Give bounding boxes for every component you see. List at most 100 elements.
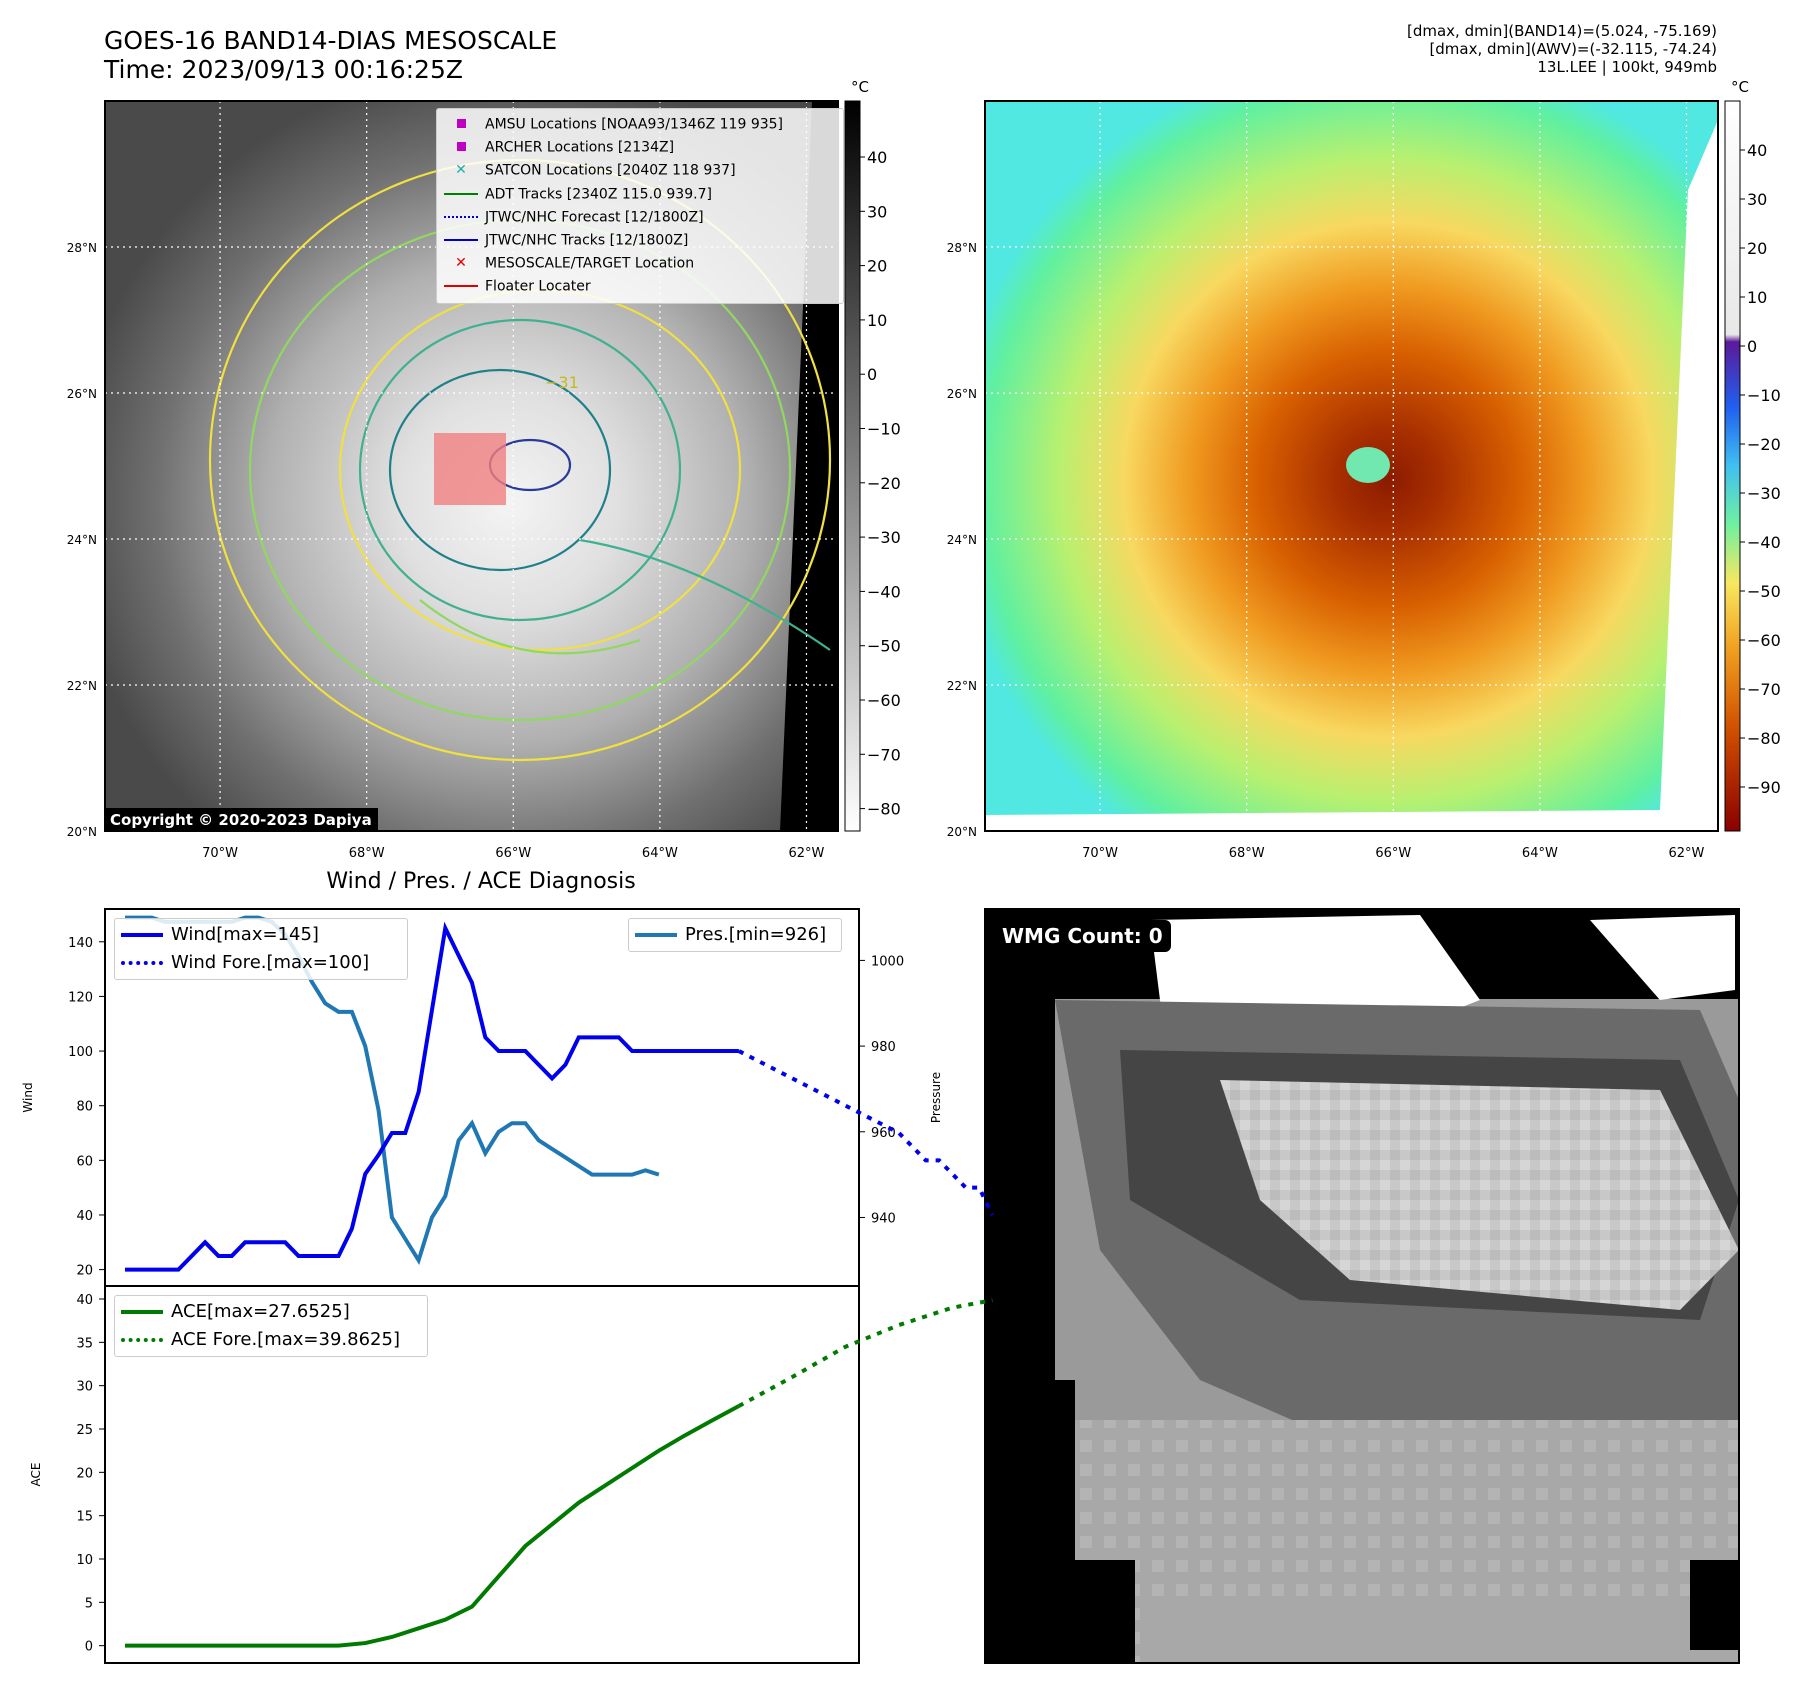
- map-legend-item: ✕ SATCON Locations [2040Z 118 937]: [443, 159, 837, 182]
- ace-legend: ACE[max=27.6525] ACE Fore.[max=39.8625]: [114, 1295, 428, 1357]
- colorbar-tick-label: −90: [1747, 778, 1781, 797]
- y-tick-label: 120: [68, 990, 93, 1005]
- y-tick-label: 25: [76, 1423, 93, 1438]
- colorbar-unit: °C: [1731, 78, 1749, 96]
- y-tick-label: 20: [76, 1264, 93, 1279]
- map1-lat-label: 26°N: [67, 387, 97, 401]
- map-legend-label: ADT Tracks [2340Z 115.0 939.7]: [485, 186, 712, 203]
- map2-lat-label: 20°N: [947, 825, 977, 839]
- colorbar-tick-label: −80: [867, 800, 901, 819]
- map-legend-label: MESOSCALE/TARGET Location: [485, 255, 695, 272]
- colorbar-tick-label: 40: [867, 148, 887, 167]
- legend-marker-icon: [443, 275, 479, 298]
- y-axis-label: Pressure: [929, 1072, 943, 1123]
- map2-lat-label: 28°N: [947, 241, 977, 255]
- y-tick-label: 40: [76, 1293, 93, 1308]
- map2-lat-label: 26°N: [947, 387, 977, 401]
- title-line-2: Time: 2023/09/13 00:16:25Z: [104, 55, 463, 84]
- map2-lon-label: 68°W: [1229, 846, 1265, 861]
- map1-lat-label: 20°N: [67, 825, 97, 839]
- map-legend-item: JTWC/NHC Forecast [12/1800Z]: [443, 206, 837, 229]
- y-tick-label: 40: [76, 1209, 93, 1224]
- map-legend-item: Floater Locater: [443, 275, 837, 298]
- figure-title: GOES-16 BAND14-DIAS MESOSCALE Time: 2023…: [104, 26, 557, 84]
- map-legend-label: AMSU Locations [NOAA93/1346Z 119 935]: [485, 116, 784, 133]
- legend-marker-icon: [443, 113, 479, 136]
- map-legend-item: ADT Tracks [2340Z 115.0 939.7]: [443, 183, 837, 206]
- wind-forecast-line: [737, 1049, 995, 1216]
- info-line-1: [dmax, dmin](BAND14)=(5.024, -75.169): [1406, 22, 1717, 40]
- y-tick-label: 80: [76, 1100, 93, 1115]
- map1-lon-label: 62°W: [789, 846, 825, 861]
- legend-marker-icon: [443, 206, 479, 229]
- intensity-info: [dmax, dmin](BAND14)=(5.024, -75.169) [d…: [1407, 22, 1717, 76]
- colorbar-tick-label: 10: [867, 311, 887, 330]
- map2-lon-label: 70°W: [1082, 846, 1118, 861]
- color-colorbar: °C 40 30 20 10 0 −10 −20 −30 −40 −50 −60 −70 −80 −90: [1724, 78, 1781, 832]
- ace-line: [125, 1404, 740, 1648]
- title-line-1: GOES-16 BAND14-DIAS MESOSCALE: [104, 26, 558, 55]
- ace-fore-legend-item: ACE Fore.[max=39.8625]: [121, 1326, 421, 1354]
- map2-lat-label: 22°N: [947, 679, 977, 693]
- colorbar-tick-label: 40: [1747, 141, 1767, 160]
- legend-marker-icon: [443, 136, 479, 159]
- wmg-panel: [984, 908, 1740, 1664]
- y-tick-label: 35: [76, 1336, 93, 1351]
- colorbar-tick-label: −80: [1747, 729, 1781, 748]
- legend-marker-icon: [443, 183, 479, 206]
- map2-lat-label: 24°N: [947, 533, 977, 547]
- y-axis-label: ACE: [29, 1463, 43, 1487]
- y-tick-label: 0: [85, 1640, 93, 1655]
- legend-marker-icon: ✕: [455, 162, 467, 179]
- map-legend-label: JTWC/NHC Forecast [12/1800Z]: [485, 209, 704, 226]
- colorbar-tick-label: 20: [1747, 239, 1767, 258]
- y2-tick-label: 940: [871, 1211, 896, 1226]
- map1-lon-label: 64°W: [642, 846, 678, 861]
- colorbar-tick-label: −20: [1747, 435, 1781, 454]
- wind-line: [125, 921, 739, 1272]
- info-line-2: [dmax, dmin](AWV)=(-32.115, -74.24): [1429, 40, 1717, 58]
- ace-legend-item: ACE[max=27.6525]: [121, 1298, 421, 1326]
- colorbar-unit: °C: [851, 78, 869, 96]
- map-legend: AMSU Locations [NOAA93/1346Z 119 935] ARC…: [436, 108, 844, 304]
- y-tick-label: 5: [85, 1596, 93, 1611]
- ace-chart: 0 5 10 15 20 25 30 35 40 ACE: [29, 1285, 993, 1664]
- colorbar-tick-label: −50: [1747, 582, 1781, 601]
- wind-legend-item: Wind[max=145]: [121, 921, 401, 949]
- colorbar-tick-label: −30: [867, 528, 901, 547]
- map-legend-item: AMSU Locations [NOAA93/1346Z 119 935]: [443, 113, 837, 136]
- map1-lon-label: 66°W: [495, 846, 531, 861]
- map1-lat-label: 24°N: [67, 533, 97, 547]
- map-legend-item: JTWC/NHC Tracks [12/1800Z]: [443, 229, 837, 252]
- ir-color-map: [985, 101, 1718, 831]
- contour-label: −31: [545, 373, 579, 392]
- map1-lat-label: 28°N: [67, 241, 97, 255]
- map2-lon-label: 62°W: [1669, 846, 1705, 861]
- legend-marker-icon: ✕: [455, 255, 467, 272]
- y-tick-label: 140: [68, 936, 93, 951]
- colorbar-tick-label: −40: [867, 582, 901, 601]
- y-tick-label: 10: [76, 1553, 93, 1568]
- colorbar-tick-label: 30: [1747, 190, 1767, 209]
- map-legend-label: JTWC/NHC Tracks [12/1800Z]: [485, 232, 689, 249]
- colorbar-tick-label: 30: [867, 202, 887, 221]
- chart-title: Wind / Pres. / ACE Diagnosis: [326, 869, 635, 894]
- map-legend-label: SATCON Locations [2040Z 118 937]: [485, 162, 736, 179]
- colorbar-tick-label: 0: [1747, 337, 1757, 356]
- copyright-label: Copyright © 2020-2023 Dapiya: [104, 808, 378, 832]
- map-legend-item: ✕ MESOSCALE/TARGET Location: [443, 252, 837, 275]
- map1-lon-label: 68°W: [349, 846, 385, 861]
- colorbar-tick-label: −60: [867, 691, 901, 710]
- colorbar-tick-label: −40: [1747, 533, 1781, 552]
- info-line-3: 13L.LEE | 100kt, 949mb: [1537, 58, 1717, 76]
- y2-tick-label: 980: [871, 1040, 896, 1055]
- colorbar-tick-label: −60: [1747, 631, 1781, 650]
- grayscale-colorbar: °C 40 30 20 10 0 −10 −20 −30 −40 −50 −60 −70 −80: [844, 78, 901, 832]
- colorbar-tick-label: −10: [867, 420, 901, 439]
- pressure-legend-item: Pres.[min=926]: [635, 921, 835, 949]
- y-tick-label: 30: [76, 1380, 93, 1395]
- colorbar-tick-label: −10: [1747, 386, 1781, 405]
- colorbar-tick-label: 10: [1747, 288, 1767, 307]
- colorbar-tick-label: −70: [867, 745, 901, 764]
